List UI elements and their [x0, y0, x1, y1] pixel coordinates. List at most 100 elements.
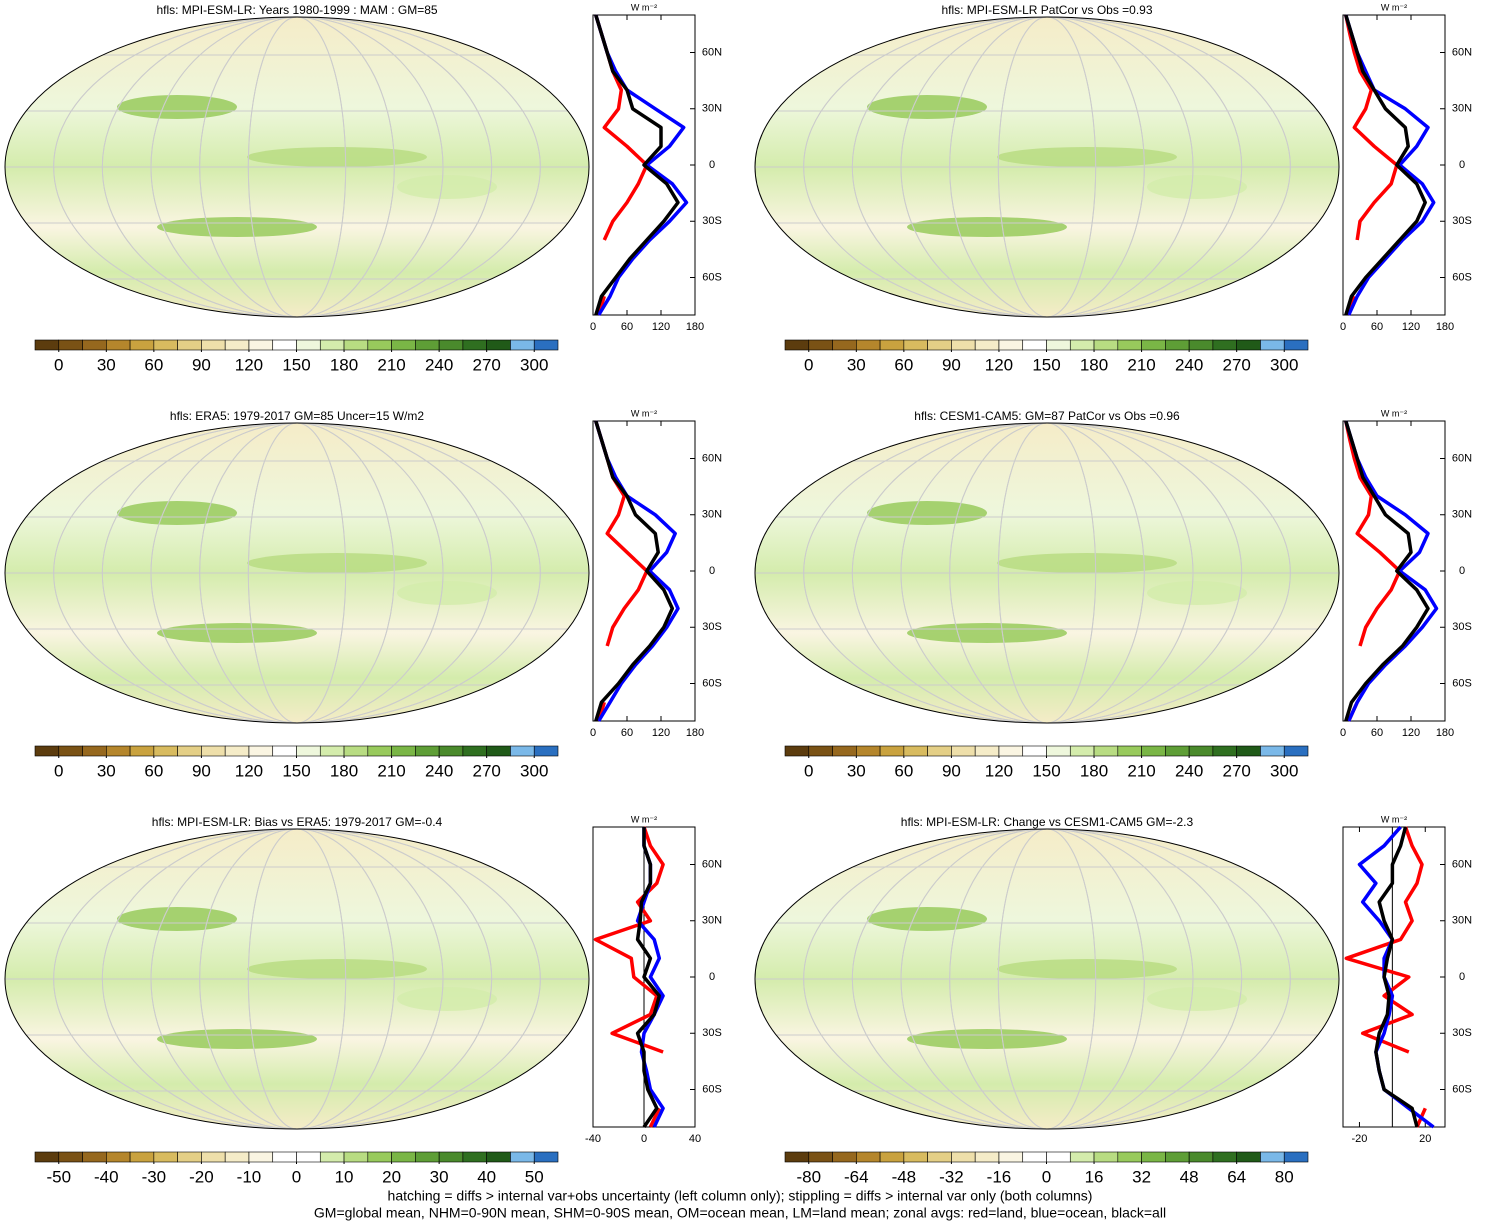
zonal-line — [594, 420, 680, 722]
zonal-line — [1374, 826, 1419, 1128]
graticule — [851, 17, 1243, 317]
colorbar-label: 60 — [144, 355, 163, 374]
x-tick-label: 40 — [689, 1133, 701, 1145]
colorbar-label: 90 — [942, 761, 961, 780]
colorbar-box — [1212, 339, 1237, 351]
x-axis-label: W m⁻² — [1381, 408, 1407, 418]
colorbar-label: 180 — [1080, 761, 1108, 780]
x-tick-label: 120 — [1402, 321, 1420, 333]
colorbar-label: 0 — [54, 355, 63, 374]
colorbar-label: 270 — [1222, 761, 1250, 780]
colorbar-box — [879, 339, 905, 351]
colorbar-label: 300 — [1270, 355, 1298, 374]
map-region — [247, 147, 427, 167]
colorbar-box — [153, 339, 178, 351]
graticule — [53, 829, 541, 1129]
y-tick-label: 30S — [702, 621, 722, 633]
y-tick-label: 0 — [1459, 565, 1465, 577]
colorbar-box — [438, 339, 464, 351]
colorbar-box — [510, 339, 535, 351]
colorbar-box — [951, 1151, 976, 1163]
colorbar-box — [343, 339, 369, 351]
graticule — [247, 423, 347, 723]
colorbar-box — [129, 339, 155, 351]
map-region — [117, 501, 237, 525]
colorbar-box — [1283, 339, 1309, 351]
y-tick-label: 60N — [1452, 452, 1472, 464]
x-axis-label: W m⁻² — [1381, 2, 1407, 12]
colorbar-box — [1022, 1151, 1047, 1163]
y-tick-label: 60N — [1452, 858, 1472, 870]
colorbar-label: 10 — [335, 1167, 354, 1186]
x-tick-label: 120 — [1402, 727, 1420, 739]
colorbar-box — [391, 339, 416, 351]
colorbar-box — [1212, 1151, 1237, 1163]
map-title: hfls: ERA5: 1979-2017 GM=85 Uncer=15 W/m… — [170, 409, 424, 423]
colorbar-box — [248, 745, 274, 757]
colorbar-box — [201, 745, 226, 757]
y-tick-label: 60N — [702, 452, 722, 464]
colorbar-label: 0 — [1042, 1167, 1051, 1186]
colorbar-label: 210 — [1127, 761, 1155, 780]
colorbar-label: -16 — [987, 1167, 1012, 1186]
colorbar-box — [438, 1151, 464, 1163]
colorbar-label: 150 — [282, 355, 310, 374]
colorbar-box — [998, 745, 1024, 757]
colorbar-box — [1188, 745, 1214, 757]
map-region — [1147, 581, 1247, 605]
colorbar-box — [367, 339, 392, 351]
colorbar-box — [927, 339, 952, 351]
colorbar-box — [1046, 745, 1071, 757]
y-tick-label: 30N — [1452, 103, 1472, 115]
y-tick-label: 0 — [709, 565, 715, 577]
colorbar-box — [951, 745, 976, 757]
map-region — [397, 581, 497, 605]
y-tick-label: 60S — [702, 271, 722, 283]
map-region — [397, 175, 497, 199]
y-tick-label: 30N — [1452, 509, 1472, 521]
colorbar-box — [784, 1151, 810, 1163]
graticule — [247, 17, 347, 317]
map-region — [247, 553, 427, 573]
colorbar-box — [248, 339, 274, 351]
y-tick-label: 0 — [1459, 971, 1465, 983]
colorbar-box — [486, 339, 511, 351]
graticule — [199, 423, 395, 723]
colorbar-label: -48 — [892, 1167, 917, 1186]
colorbar-box — [415, 745, 440, 757]
colorbar-box — [1046, 1151, 1071, 1163]
colorbar-box — [903, 745, 928, 757]
colorbar-box — [1212, 745, 1237, 757]
colorbar-box — [510, 745, 535, 757]
y-tick-label: 60S — [702, 1083, 722, 1095]
colorbar-label: 0 — [54, 761, 63, 780]
colorbar-box — [879, 1151, 905, 1163]
colorbar-box — [784, 745, 810, 757]
map-region — [117, 907, 237, 931]
colorbar-box — [1069, 745, 1095, 757]
colorbar-label: 120 — [235, 355, 263, 374]
zonal-line — [1344, 420, 1430, 722]
map-region — [1147, 987, 1247, 1011]
colorbar-box — [974, 1151, 1000, 1163]
colorbar-box — [106, 1151, 131, 1163]
x-tick-label: 0 — [1340, 321, 1346, 333]
colorbar-box — [319, 1151, 345, 1163]
colorbar-box — [438, 745, 464, 757]
colorbar-label: 16 — [1085, 1167, 1104, 1186]
colorbar-box — [82, 745, 107, 757]
colorbar-label: -30 — [142, 1167, 167, 1186]
graticule — [101, 829, 493, 1129]
graticule — [900, 423, 1194, 723]
y-tick-label: 60S — [1452, 1083, 1472, 1095]
colorbar-label: 270 — [1222, 355, 1250, 374]
colorbar-box — [106, 339, 131, 351]
graticule — [247, 829, 347, 1129]
graticule — [199, 829, 395, 1129]
colorbar-box — [1188, 1151, 1214, 1163]
colorbar-box — [272, 1151, 297, 1163]
colorbar-box — [832, 1151, 857, 1163]
colorbar-box — [1022, 339, 1047, 351]
graticule — [900, 17, 1194, 317]
colorbar-box — [106, 745, 131, 757]
